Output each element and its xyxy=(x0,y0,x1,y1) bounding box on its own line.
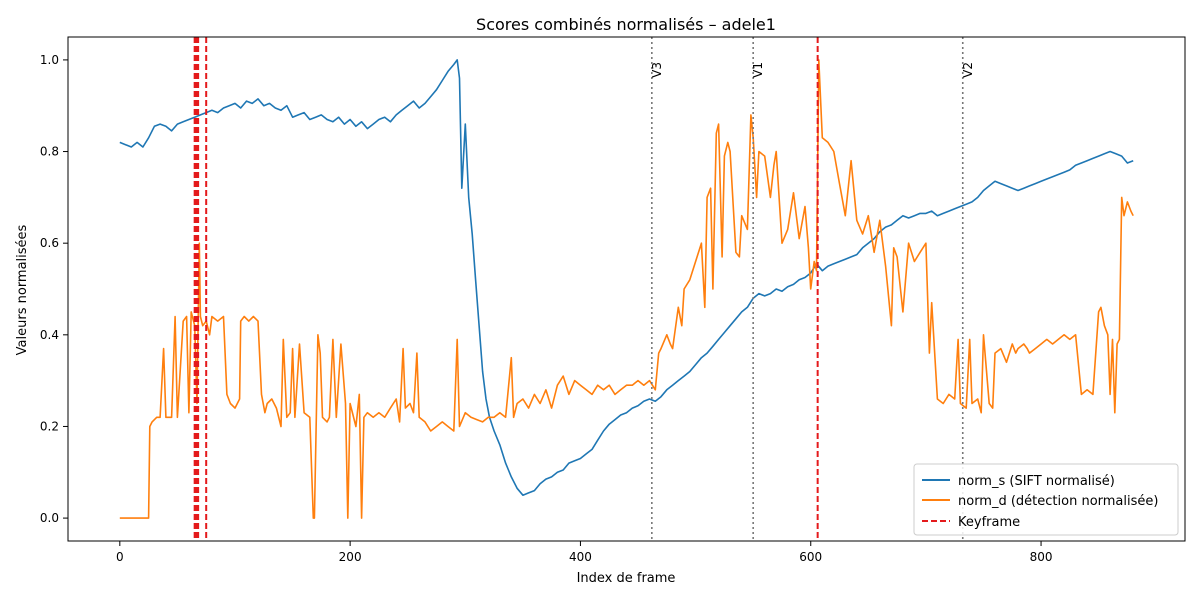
axes: 0 200 400 600 800 0.0 0.2 0.4 0.6 0.8 1.0 xyxy=(40,53,1053,564)
y-tick-label-0.6: 0.6 xyxy=(40,236,59,250)
x-tick-label-800: 800 xyxy=(1030,550,1053,564)
x-tick-label-400: 400 xyxy=(569,550,592,564)
x-tick-label-600: 600 xyxy=(799,550,822,564)
x-tick-label-200: 200 xyxy=(339,550,362,564)
y-tick-label-0.2: 0.2 xyxy=(40,419,59,433)
marker-label-v3: V3 xyxy=(650,62,664,78)
marker-label-v1: V1 xyxy=(751,62,765,78)
x-axis-label: Index de frame xyxy=(577,571,676,586)
marker-label-v2: V2 xyxy=(961,62,975,78)
legend-box xyxy=(913,463,1179,536)
y-tick-label-0: 0.0 xyxy=(40,511,59,525)
legend-label-norm-s: norm_s (SIFT normalisé) xyxy=(958,474,1115,489)
series-line-1 xyxy=(119,59,1134,519)
legend: norm_s (SIFT normalisé) norm_d (détectio… xyxy=(913,463,1179,536)
plot-area: V3 V1 V2 xyxy=(119,37,1134,541)
y-tick-label-1: 1.0 xyxy=(40,53,59,67)
legend-label-keyframe: Keyframe xyxy=(958,515,1020,530)
y-tick-label-0.8: 0.8 xyxy=(40,145,59,159)
x-tick-label-0: 0 xyxy=(116,550,124,564)
legend-label-norm-d: norm_d (détection normalisée) xyxy=(958,494,1158,509)
y-tick-label-0.4: 0.4 xyxy=(40,328,59,342)
series-line-0 xyxy=(119,59,1134,496)
chart-title: Scores combinés normalisés – adele1 xyxy=(476,15,776,34)
y-axis-label: Valeurs normalisées xyxy=(15,224,30,355)
plot-frame xyxy=(67,36,1186,542)
